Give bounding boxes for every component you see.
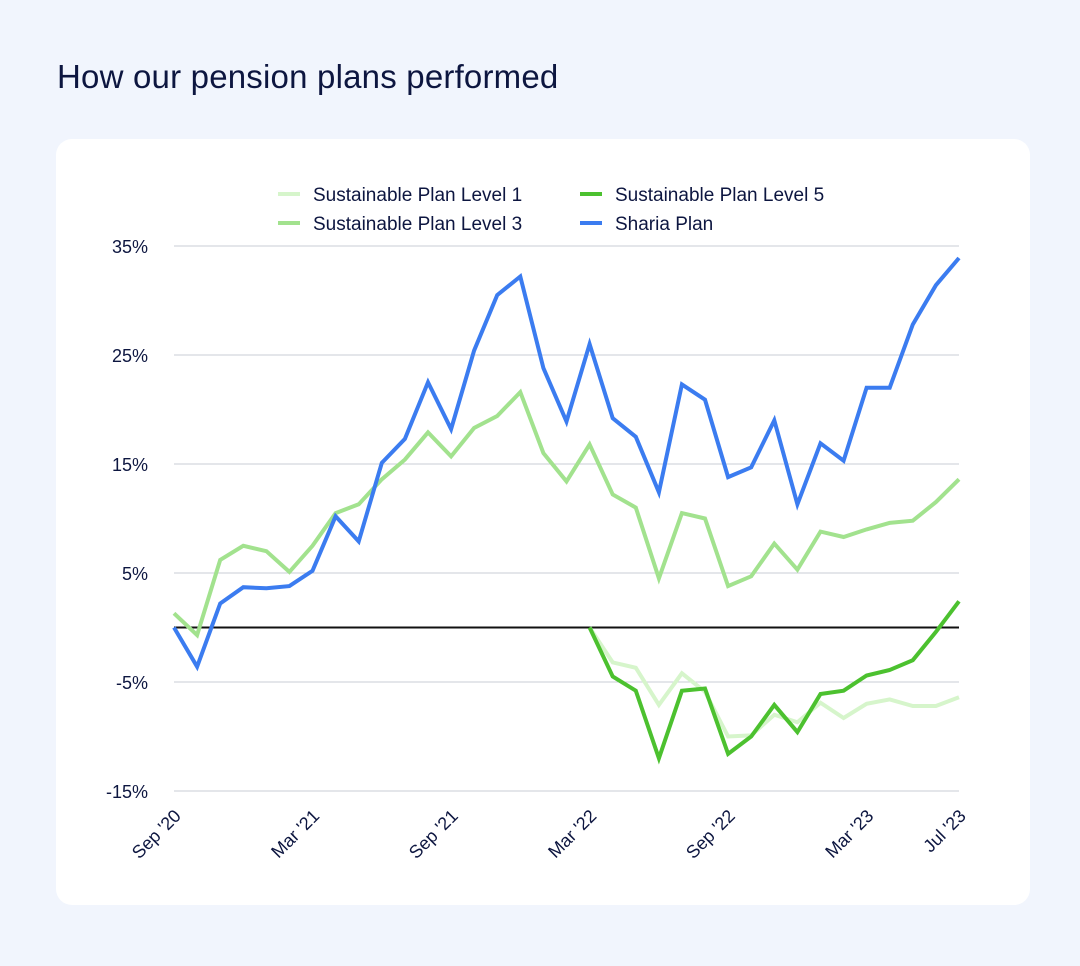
x-tick-label: Mar '22 bbox=[544, 806, 600, 862]
series-line-sustainable-plan-level-5 bbox=[587, 600, 961, 765]
legend-item-sustainable-plan-level-1: Sustainable Plan Level 1 bbox=[278, 185, 522, 206]
x-tick-label: Jul '23 bbox=[919, 806, 970, 857]
legend-item-sustainable-plan-level-5: Sustainable Plan Level 5 bbox=[580, 185, 824, 206]
series-lines bbox=[172, 256, 961, 765]
x-axis-ticks: Sep '20 Mar '21 Sep '21 Mar '22 Sep '22 Mar '… bbox=[128, 806, 970, 863]
x-tick-label: Sep '21 bbox=[405, 806, 462, 863]
legend-label: Sharia Plan bbox=[615, 214, 713, 235]
series-line-sharia-plan bbox=[172, 256, 961, 672]
series-line-sustainable-plan-level-3 bbox=[172, 388, 961, 639]
x-tick-label: Mar '21 bbox=[267, 806, 323, 862]
y-tick-label: 5% bbox=[122, 564, 148, 584]
page-title: How our pension plans performed bbox=[57, 58, 559, 95]
x-tick-label: Mar '23 bbox=[821, 806, 877, 862]
legend-item-sustainable-plan-level-3: Sustainable Plan Level 3 bbox=[278, 214, 522, 235]
y-tick-label: -5% bbox=[116, 673, 148, 693]
gridlines bbox=[174, 245, 959, 792]
x-tick-label: Sep '20 bbox=[128, 806, 185, 863]
series-line-sustainable-plan-level-1 bbox=[587, 626, 960, 739]
y-tick-label: -15% bbox=[106, 782, 148, 802]
y-tick-label: 25% bbox=[112, 346, 148, 366]
legend-label: Sustainable Plan Level 5 bbox=[615, 185, 824, 206]
legend-label: Sustainable Plan Level 1 bbox=[313, 185, 522, 206]
legend-item-sharia-plan: Sharia Plan bbox=[580, 214, 713, 235]
chart-card: 35% 25% 15% 5% -5% -15% Sep '20 Mar '21 Sep '21… bbox=[56, 139, 1030, 905]
legend-label: Sustainable Plan Level 3 bbox=[313, 214, 522, 235]
legend: Sustainable Plan Level 1 Sustainable Plan… bbox=[278, 185, 824, 235]
x-tick-label: Sep '22 bbox=[682, 806, 739, 863]
y-tick-label: 15% bbox=[112, 455, 148, 475]
y-axis-ticks: 35% 25% 15% 5% -5% -15% bbox=[106, 237, 148, 802]
line-chart: 35% 25% 15% 5% -5% -15% Sep '20 Mar '21 Sep '21… bbox=[106, 185, 970, 863]
y-tick-label: 35% bbox=[112, 237, 148, 257]
